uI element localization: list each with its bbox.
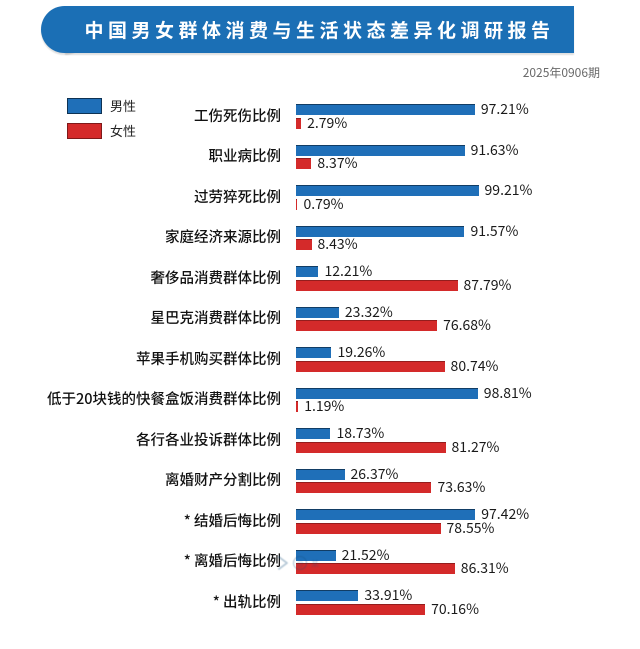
svg-text:@: @ bbox=[296, 560, 304, 569]
svg-text:某: 某 bbox=[311, 559, 319, 570]
